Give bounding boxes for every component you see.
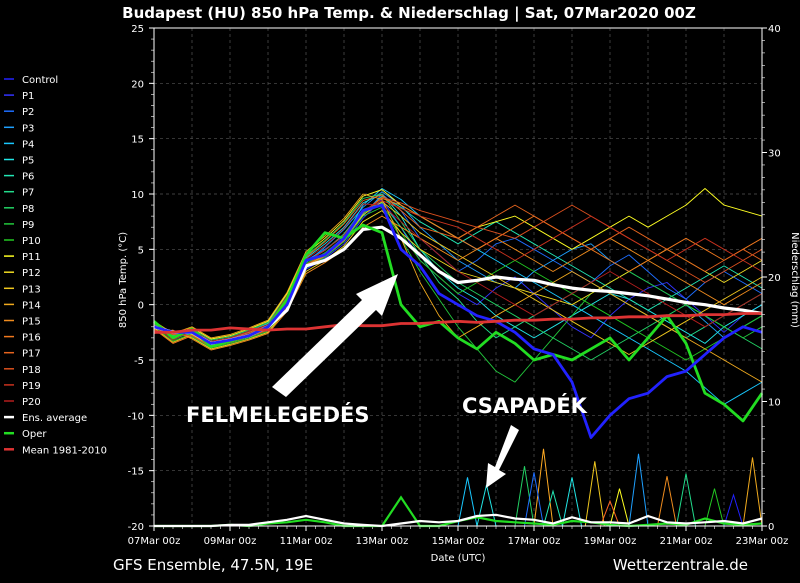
legend-label: P8 [22,204,34,215]
series-line [153,215,763,351]
y-axis-label: 850 hPa Temp. (°C) [118,232,129,328]
x-tick-label: 11Mar 00z [280,536,333,547]
legend-label: P4 [22,139,34,150]
precip-peak [628,453,649,527]
precip-peak [457,477,478,527]
legend-label: P2 [22,107,34,118]
x-tick-label: 07Mar 00z [128,536,181,547]
series-line [154,312,762,334]
y-right-tick-label: 20 [768,273,781,284]
y-tick-label: -10 [128,411,144,422]
legend-label: P17 [22,349,41,360]
precip-peak [704,488,725,527]
x-tick-label: 19Mar 00z [584,536,637,547]
precip-peak [609,488,630,527]
precip-peak [584,461,605,527]
annotation-warming: FELMELEGEDÉS [186,402,370,427]
legend-label: P13 [22,284,41,295]
precip-peak [742,457,763,527]
legend-label: P14 [22,300,41,311]
y-right-tick-label: 10 [768,398,781,409]
temperature-series [153,188,764,439]
legend-label: P10 [22,236,41,247]
footer-source: Wetterzentrale.de [613,556,748,574]
x-tick-label: 21Mar 00z [660,536,713,547]
annotation-precip: CSAPADÉK [462,393,588,418]
legend-label: P7 [22,188,34,199]
legend-label: P6 [22,172,34,183]
y-tick-label: 10 [131,190,144,201]
rain-arrow [486,425,519,488]
series-line [153,206,763,383]
x-tick-label: 15Mar 00z [432,536,485,547]
chart-title: Budapest (HU) 850 hPa Temp. & Niederschl… [122,4,696,23]
legend-label: P20 [22,397,41,408]
warming-arrow [272,274,398,397]
precip-peak [657,476,677,527]
precip-peak [676,473,696,527]
x-axis-label: Date (UTC) [431,553,486,564]
precip-peak [524,472,544,527]
y-tick-label: 0 [138,301,144,312]
y-tick-label: -5 [134,356,144,367]
y-right-tick-label: 40 [768,24,781,35]
footer-model: GFS Ensemble, 47.5N, 19E [113,556,313,574]
legend-label: P12 [22,268,41,279]
legend-label: Ens. average [22,413,87,424]
precip-peak [514,466,535,527]
series-line [153,203,763,439]
precip-peak [600,499,620,527]
y-tick-label: -15 [128,467,144,478]
legend: Control P1 P2 P3 P4 P5 P6 P7 P8 P9 P10 P11 P12 P13 P14… [4,75,107,456]
precip-peak [543,489,563,527]
x-tick-label: 23Mar 00z [736,536,789,547]
y-tick-label: -20 [128,522,144,533]
x-tick-label: 17Mar 00z [508,536,561,547]
legend-label: P16 [22,333,41,344]
precip-peak [562,477,582,527]
legend-label: Control [22,75,58,86]
x-tick-label: 09Mar 00z [204,536,257,547]
legend-label: P18 [22,365,41,376]
y-right-tick-label: 30 [768,149,781,160]
legend-label: P5 [22,156,34,167]
legend-label: P3 [22,123,34,134]
y-tick-label: 15 [131,135,144,146]
y-right-tick-label: 0 [768,522,774,533]
y-axis-left: -20 -15 -10 -5 0 5 10 15 20 25 [128,24,154,533]
y-axis-right: 0 10 20 30 40 [762,24,781,533]
legend-label: P1 [22,91,34,102]
legend-label: P15 [22,317,41,328]
legend-label: Mean 1981-2010 [22,445,107,456]
y-tick-label: 5 [138,245,144,256]
precip-peak [723,493,744,527]
legend-label: Oper [22,429,47,440]
legend-label: P9 [22,220,34,231]
y-axis-right-label: Niederschlag (mm) [789,232,800,328]
precip-peak [533,448,554,527]
legend-label: P19 [22,381,41,392]
x-tick-label: 13Mar 00z [356,536,409,547]
plot-frame [153,27,763,527]
y-tick-label: 20 [131,79,144,90]
precip-line [154,513,763,528]
y-tick-label: 25 [131,24,144,35]
legend-label: P11 [22,252,41,263]
